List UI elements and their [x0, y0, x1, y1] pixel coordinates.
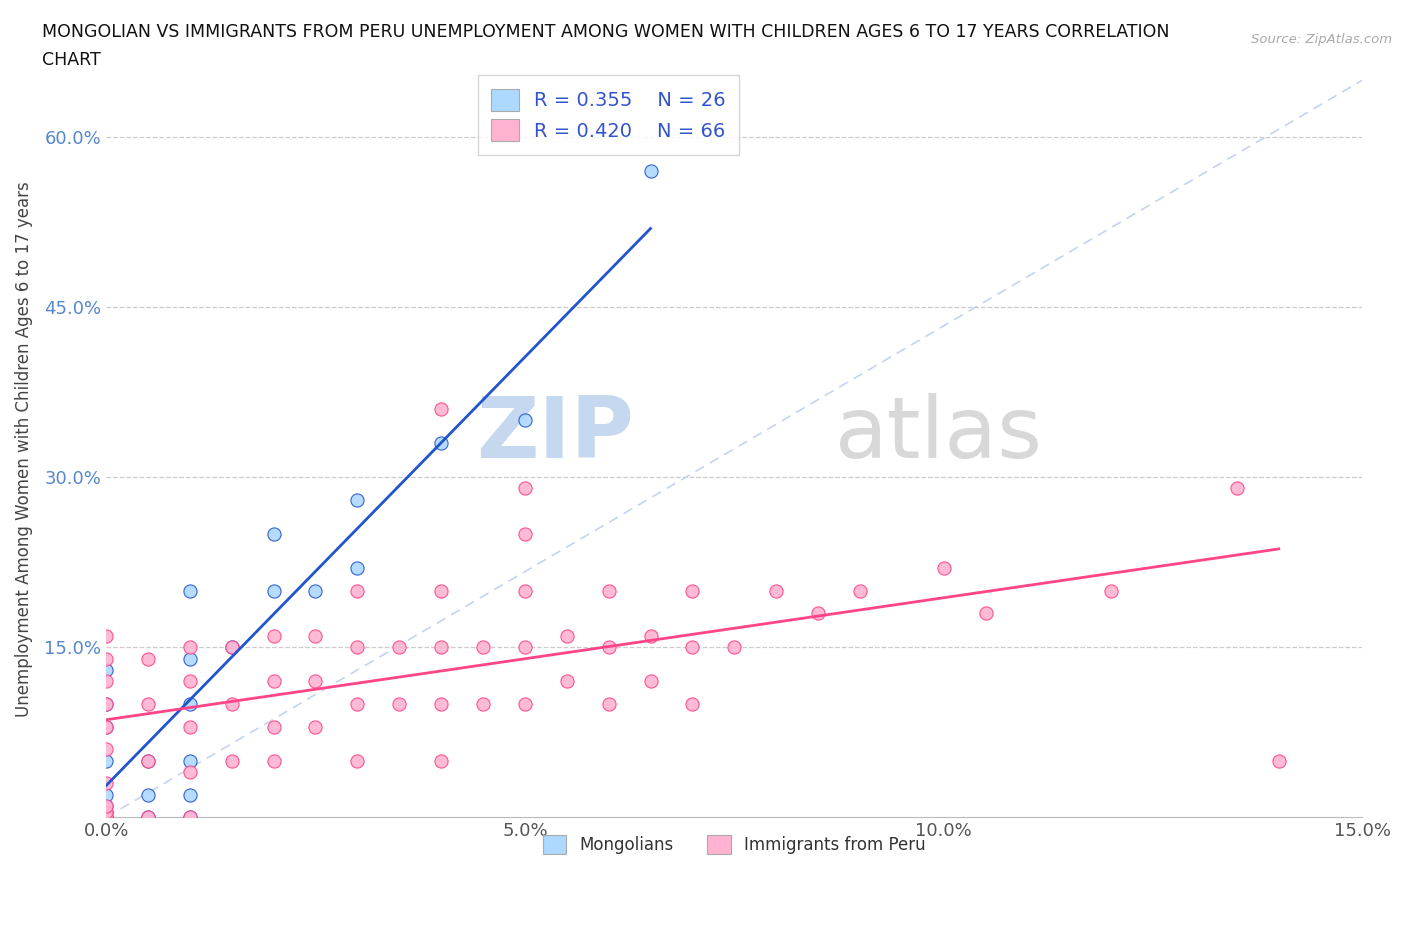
Point	[179, 810, 201, 825]
Point	[346, 561, 368, 576]
Point	[304, 674, 326, 689]
Point	[472, 697, 495, 711]
Point	[136, 753, 159, 768]
Point	[94, 799, 117, 814]
Point	[1226, 481, 1249, 496]
Point	[94, 804, 117, 819]
Point	[179, 697, 201, 711]
Point	[430, 640, 453, 655]
Point	[94, 697, 117, 711]
Point	[555, 629, 578, 644]
Point	[94, 629, 117, 644]
Point	[681, 583, 703, 598]
Point	[346, 697, 368, 711]
Point	[94, 810, 117, 825]
Point	[94, 799, 117, 814]
Point	[430, 402, 453, 417]
Point	[263, 526, 285, 541]
Point	[513, 481, 536, 496]
Point	[430, 435, 453, 450]
Point	[807, 605, 830, 620]
Point	[681, 697, 703, 711]
Point	[681, 640, 703, 655]
Point	[346, 583, 368, 598]
Point	[640, 674, 662, 689]
Point	[513, 526, 536, 541]
Point	[1099, 583, 1122, 598]
Point	[263, 674, 285, 689]
Point	[94, 697, 117, 711]
Text: CHART: CHART	[42, 51, 101, 69]
Point	[555, 674, 578, 689]
Point	[94, 742, 117, 757]
Point	[179, 719, 201, 734]
Point	[974, 605, 997, 620]
Point	[179, 753, 201, 768]
Point	[513, 697, 536, 711]
Point	[136, 697, 159, 711]
Point	[94, 788, 117, 803]
Point	[430, 583, 453, 598]
Point	[304, 719, 326, 734]
Point	[723, 640, 745, 655]
Point	[179, 583, 201, 598]
Point	[179, 764, 201, 779]
Point	[136, 810, 159, 825]
Point	[304, 583, 326, 598]
Point	[430, 753, 453, 768]
Point	[179, 640, 201, 655]
Point	[94, 674, 117, 689]
Point	[221, 697, 243, 711]
Y-axis label: Unemployment Among Women with Children Ages 6 to 17 years: Unemployment Among Women with Children A…	[15, 180, 32, 717]
Point	[179, 651, 201, 666]
Point	[765, 583, 787, 598]
Point	[94, 719, 117, 734]
Point	[513, 583, 536, 598]
Point	[346, 492, 368, 507]
Point	[94, 753, 117, 768]
Text: atlas: atlas	[835, 392, 1043, 475]
Point	[598, 640, 620, 655]
Point	[640, 629, 662, 644]
Point	[221, 753, 243, 768]
Point	[179, 788, 201, 803]
Point	[136, 651, 159, 666]
Point	[136, 788, 159, 803]
Point	[388, 640, 411, 655]
Text: Source: ZipAtlas.com: Source: ZipAtlas.com	[1251, 33, 1392, 46]
Point	[221, 640, 243, 655]
Point	[513, 640, 536, 655]
Point	[849, 583, 872, 598]
Point	[640, 164, 662, 179]
Point	[263, 583, 285, 598]
Point	[430, 697, 453, 711]
Point	[94, 810, 117, 825]
Point	[94, 651, 117, 666]
Point	[263, 719, 285, 734]
Point	[388, 697, 411, 711]
Point	[932, 561, 955, 576]
Point	[179, 674, 201, 689]
Text: MONGOLIAN VS IMMIGRANTS FROM PERU UNEMPLOYMENT AMONG WOMEN WITH CHILDREN AGES 6 : MONGOLIAN VS IMMIGRANTS FROM PERU UNEMPL…	[42, 23, 1170, 41]
Point	[304, 629, 326, 644]
Point	[136, 810, 159, 825]
Point	[221, 640, 243, 655]
Point	[513, 413, 536, 428]
Legend: Mongolians, Immigrants from Peru: Mongolians, Immigrants from Peru	[536, 828, 932, 860]
Text: ZIP: ZIP	[477, 392, 634, 475]
Point	[94, 776, 117, 790]
Point	[179, 810, 201, 825]
Point	[1267, 753, 1289, 768]
Point	[94, 804, 117, 819]
Point	[346, 753, 368, 768]
Point	[346, 640, 368, 655]
Point	[263, 629, 285, 644]
Point	[136, 753, 159, 768]
Point	[94, 719, 117, 734]
Point	[472, 640, 495, 655]
Point	[598, 697, 620, 711]
Point	[94, 662, 117, 677]
Point	[263, 753, 285, 768]
Point	[598, 583, 620, 598]
